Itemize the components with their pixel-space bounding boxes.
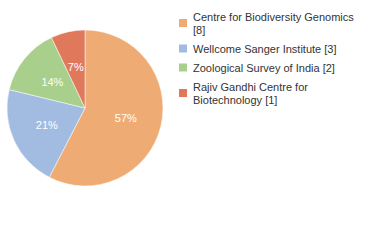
svg-text:Wellcome Sanger Institute [3]: Wellcome Sanger Institute [3] bbox=[193, 43, 336, 55]
svg-text:Zoological Survey of India [2]: Zoological Survey of India [2] bbox=[193, 62, 335, 74]
svg-text:7%: 7% bbox=[68, 61, 84, 73]
svg-text:57%: 57% bbox=[115, 112, 137, 124]
svg-text:Centre for Biodiversity Genomi: Centre for Biodiversity Genomics bbox=[193, 11, 357, 23]
svg-text:21%: 21% bbox=[36, 119, 58, 131]
svg-text:14%: 14% bbox=[41, 76, 63, 88]
svg-text:[8]: [8] bbox=[193, 24, 205, 36]
svg-text:Rajiv Gandhi Centre for: Rajiv Gandhi Centre for bbox=[193, 81, 311, 93]
svg-text:Biotechnology [1]: Biotechnology [1] bbox=[193, 94, 277, 106]
